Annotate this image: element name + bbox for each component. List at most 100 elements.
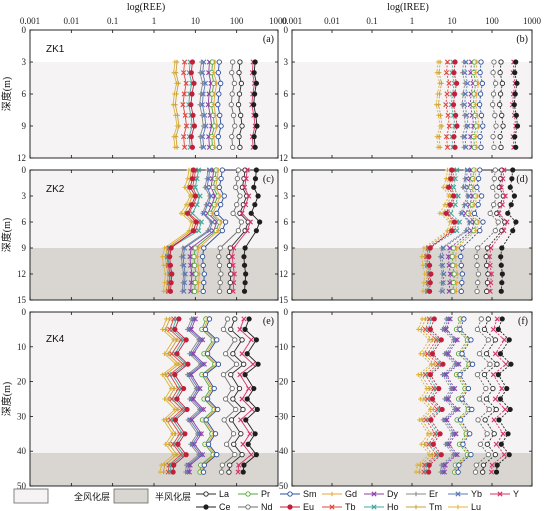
data-point <box>254 406 260 413</box>
data-point <box>478 144 484 150</box>
data-point <box>443 351 450 357</box>
data-point <box>162 462 167 468</box>
data-point <box>240 441 246 447</box>
data-point <box>253 452 259 458</box>
data-point <box>211 385 217 392</box>
data-point <box>189 176 196 182</box>
data-point <box>455 193 461 199</box>
data-point <box>451 70 457 76</box>
data-point <box>164 417 169 423</box>
data-point <box>174 337 180 343</box>
data-point <box>421 396 427 402</box>
data-point <box>181 262 187 268</box>
y-tick-label: 12 <box>279 153 288 163</box>
data-point <box>464 228 470 234</box>
data-point <box>235 469 241 475</box>
data-point <box>453 112 459 118</box>
data-point <box>230 351 236 357</box>
data-point <box>462 70 468 76</box>
data-point <box>218 123 224 129</box>
y-tick-label: 20 <box>279 377 289 387</box>
data-point <box>201 361 207 367</box>
data-point <box>456 462 462 468</box>
data-point <box>498 59 504 65</box>
data-point <box>495 372 501 378</box>
y-tick-label: 6 <box>22 217 27 227</box>
data-point <box>203 504 209 510</box>
data-point <box>447 202 453 208</box>
data-point <box>468 452 474 458</box>
legend-item-yb: Yb <box>448 489 482 499</box>
data-point <box>487 262 493 268</box>
data-point <box>202 371 209 378</box>
data-point <box>188 326 194 332</box>
data-point <box>512 91 518 97</box>
data-point <box>493 123 499 129</box>
data-point <box>181 70 187 76</box>
data-point <box>229 134 235 140</box>
y-tick-label: 0 <box>284 25 289 35</box>
data-point <box>452 91 458 97</box>
data-point <box>189 91 195 97</box>
data-point <box>244 228 250 234</box>
data-point <box>172 372 178 378</box>
data-point <box>460 134 465 139</box>
data-point <box>492 396 498 402</box>
data-point <box>494 193 500 199</box>
data-point <box>512 70 518 76</box>
data-point <box>232 316 238 322</box>
data-point <box>214 337 220 343</box>
data-point <box>238 80 245 86</box>
data-point <box>464 167 470 173</box>
data-point <box>504 385 510 392</box>
data-point <box>491 59 497 65</box>
data-point <box>489 102 496 108</box>
data-point <box>484 441 490 447</box>
data-point <box>189 202 195 208</box>
data-point <box>460 441 466 447</box>
data-point <box>194 202 200 208</box>
data-point <box>200 452 206 458</box>
panel-label: (f) <box>518 316 528 327</box>
data-point <box>508 202 514 208</box>
data-point <box>241 361 247 367</box>
data-point <box>463 202 469 208</box>
data-point <box>449 228 455 234</box>
data-point <box>427 386 433 391</box>
zone-full-weathered <box>292 170 532 248</box>
y-tick-label: 12 <box>17 153 26 163</box>
data-point <box>514 80 520 86</box>
data-point <box>485 316 491 322</box>
zone-semi-weathered <box>292 452 532 486</box>
y-tick-label: 6 <box>284 89 289 99</box>
data-point <box>204 396 211 402</box>
data-point <box>452 202 458 208</box>
data-point <box>467 219 473 225</box>
data-point <box>422 462 428 468</box>
data-point <box>187 254 193 260</box>
panel-label: (a) <box>263 34 274 45</box>
data-point <box>451 134 457 140</box>
data-point <box>243 202 249 208</box>
data-point <box>230 210 236 216</box>
data-point <box>490 326 496 332</box>
data-point <box>201 123 206 129</box>
y-axis-label: 深度(m) <box>0 382 13 416</box>
data-point <box>226 254 232 260</box>
data-point <box>194 176 200 182</box>
data-point <box>163 372 168 377</box>
data-point <box>497 134 503 140</box>
data-point <box>440 288 446 294</box>
data-point <box>253 80 259 86</box>
data-point <box>439 406 445 413</box>
data-point <box>193 219 199 225</box>
data-point <box>439 81 444 86</box>
data-point <box>172 386 177 391</box>
data-point <box>203 417 209 423</box>
data-point <box>447 280 453 286</box>
data-point <box>498 262 504 268</box>
data-point <box>238 112 244 118</box>
series-line-gd <box>455 169 480 292</box>
legend-item-y: Y <box>490 489 519 499</box>
data-point <box>241 262 248 268</box>
